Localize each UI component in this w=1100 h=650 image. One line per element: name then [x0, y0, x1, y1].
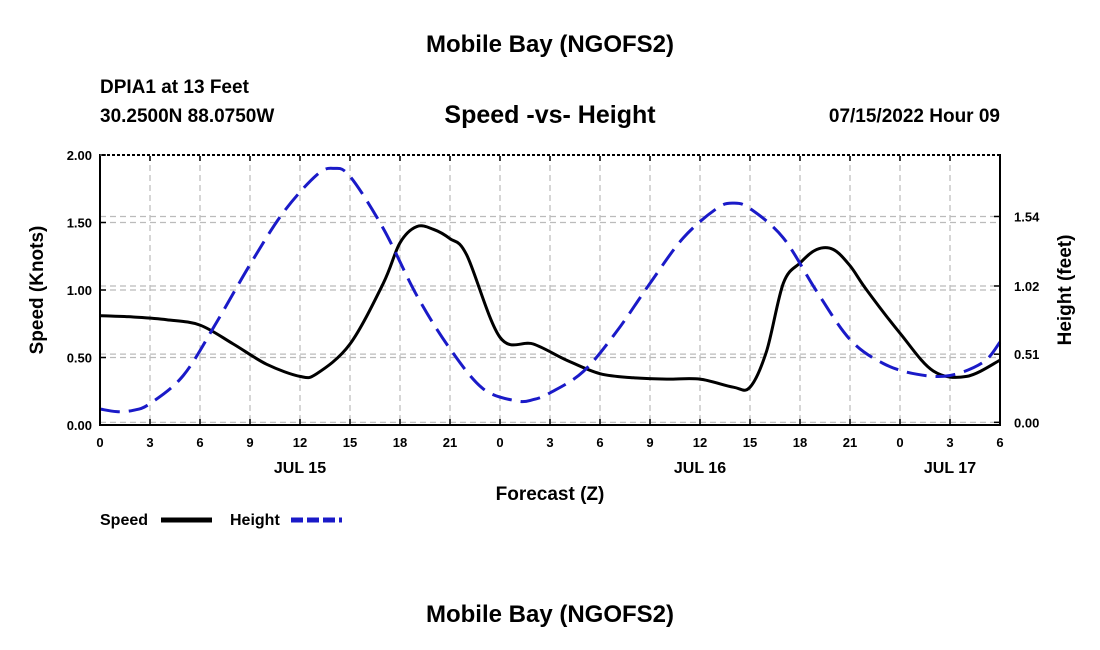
y2-tick-label: 0.00	[1014, 415, 1039, 430]
x-tick-label: 18	[393, 435, 407, 450]
y2-tick-label: 0.51	[1014, 347, 1039, 362]
x-tick-label: 6	[196, 435, 203, 450]
series-line-speed	[99, 224, 1001, 392]
y2-tick-label: 1.54	[1014, 209, 1040, 224]
chart-subtitle: Speed -vs- Height	[444, 101, 656, 129]
x-tick-label: 15	[343, 435, 357, 450]
x-tick-label: 15	[743, 435, 757, 450]
series-line-height	[99, 166, 1002, 414]
x-tick-label: 12	[693, 435, 707, 450]
legend-speed-label: Speed	[100, 512, 148, 529]
footer-title: Mobile Bay (NGOFS2)	[425, 601, 675, 628]
chart-title: Mobile Bay (NGOFS2)	[425, 31, 675, 58]
x-tick-label: 12	[293, 435, 307, 450]
station-coordinates: 30.2500N 88.0750W	[100, 106, 275, 127]
legend-height-label: Height	[230, 512, 280, 529]
y-tick-label: 0.50	[67, 351, 92, 366]
x-tick-label: 3	[946, 435, 953, 450]
x-tick-label: 3	[546, 435, 553, 450]
station-name: DPIA1 at 13 Feet	[100, 77, 249, 98]
x-tick-label: 18	[793, 435, 807, 450]
axes: 0 3 6 9 12 15 18 21 0 3 6 9 12 15 18 21 0 3 6 0.00 0.50 1.00 1…	[67, 148, 1040, 477]
legend: Speed Height	[100, 512, 342, 529]
y2-axis-title: Height (feet)	[1055, 235, 1076, 346]
forecast-timestamp: 07/15/2022 Hour 09	[828, 106, 1000, 127]
y-tick-label: 1.00	[67, 283, 92, 298]
y-tick-label: 2.00	[67, 148, 92, 163]
y-axis-title: Speed (Knots)	[27, 226, 48, 355]
y2-tick-label: 1.02	[1014, 279, 1039, 294]
x-tick-label: 9	[246, 435, 253, 450]
x-tick-label: 0	[96, 435, 103, 450]
x-tick-label: 6	[996, 435, 1003, 450]
x-tick-label: 0	[896, 435, 903, 450]
x-tick-label: 21	[843, 435, 857, 450]
x-tick-label: 0	[496, 435, 503, 450]
date-label: JUL 15	[274, 460, 326, 477]
x-tick-label: 3	[146, 435, 153, 450]
x-tick-label: 6	[596, 435, 603, 450]
x-tick-label: 21	[443, 435, 457, 450]
date-label: JUL 17	[924, 460, 976, 477]
x-tick-label: 9	[646, 435, 653, 450]
y-tick-label: 1.50	[67, 216, 92, 231]
y-tick-label: 0.00	[67, 418, 92, 433]
series-lines	[99, 166, 1002, 414]
date-label: JUL 16	[674, 460, 726, 477]
x-axis-title: Forecast (Z)	[496, 484, 605, 505]
